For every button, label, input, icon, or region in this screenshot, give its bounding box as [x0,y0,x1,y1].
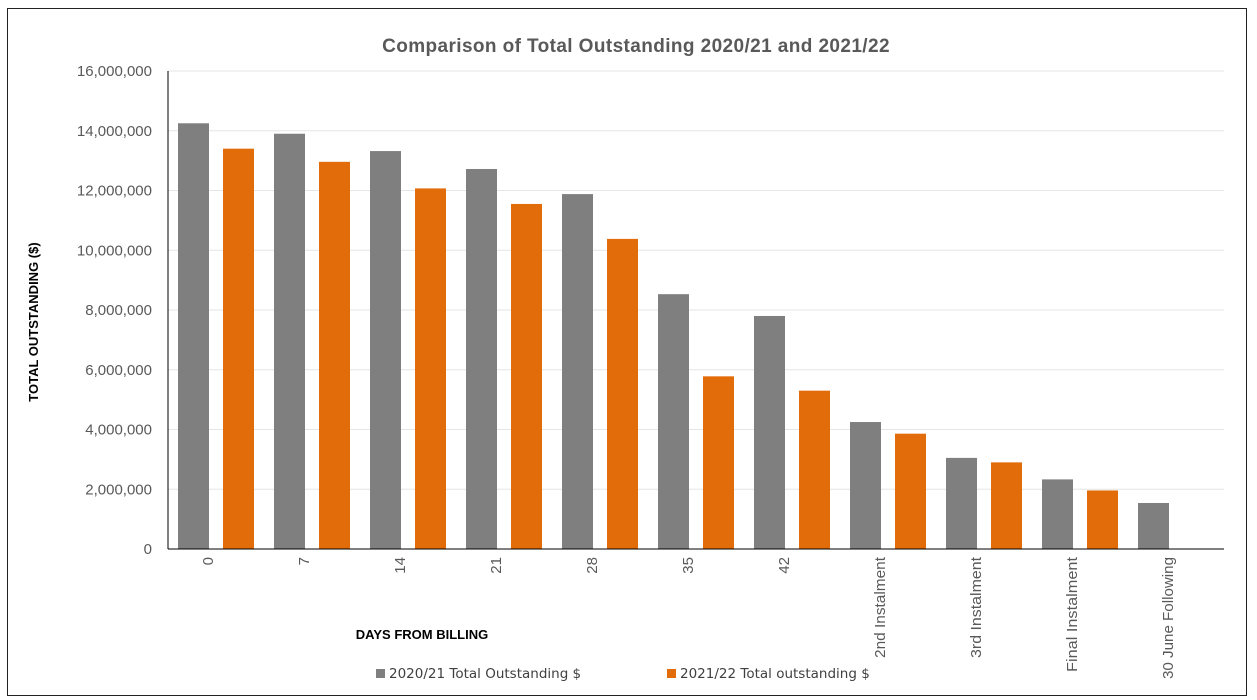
bar-series-2021-22 [607,238,638,549]
bar-series-2020-21 [1042,479,1073,549]
bar-series-2021-22 [799,390,830,549]
y-tick-label: 2,000,000 [85,481,152,498]
bar-chart: Comparison of Total Outstanding 2020/21 … [26,36,1224,682]
bar-series-2020-21 [178,123,209,549]
bar-series-2020-21 [946,457,977,549]
legend: 2020/21 Total Outstanding $ 2021/22 Total… [376,666,870,682]
x-tick-label: 28 [584,557,601,574]
y-tick-label: 14,000,000 [77,123,152,140]
legend-swatch [667,669,676,678]
y-tick-label: 12,000,000 [77,183,152,200]
bar-series-2020-21 [370,151,401,549]
y-axis-ticks: 0 2,000,000 4,000,000 6,000,000 8,000,000 10,… [77,63,152,558]
legend-label: 2021/22 Total outstanding $ [680,666,870,682]
x-tick-label: 7 [296,557,313,565]
x-tick-label: Final Instalment [1064,556,1081,672]
bar-series-2021-22 [895,433,926,549]
bar-series-2021-22 [511,203,542,549]
bar-series-2021-22 [991,462,1022,549]
y-axis-title: TOTAL OUTSTANDING ($) [26,242,41,401]
bar-series-2020-21 [274,133,305,550]
x-tick-label: 21 [488,557,505,574]
legend-swatch [376,669,385,678]
legend-label: 2020/21 Total Outstanding $ [389,666,581,682]
bar-series-2021-22 [319,161,350,549]
bar-series-2021-22 [1087,490,1118,549]
x-tick-label: 3rd Instalment [968,556,985,658]
x-axis-ticks: 0 7 14 21 28 35 42 2nd Instalment 3rd Instalment… [200,556,1177,679]
bar-series-2020-21 [466,168,497,550]
bar-series-2020-21 [754,315,785,549]
y-tick-label: 6,000,000 [85,362,152,379]
bar-series-2021-22 [223,148,254,550]
bar-series-2021-22 [415,188,446,549]
y-tick-label: 10,000,000 [77,242,152,259]
x-axis-title: DAYS FROM BILLING [356,627,488,642]
bar-series-2020-21 [562,194,593,549]
x-tick-label: 0 [200,557,217,565]
y-tick-label: 0 [144,541,152,558]
y-tick-label: 8,000,000 [85,302,152,319]
bar-series-2021-22 [703,376,734,549]
bar-series-2020-21 [1138,502,1169,549]
chart-title: Comparison of Total Outstanding 2020/21 … [382,36,890,57]
x-tick-label: 14 [392,557,409,574]
bars [178,123,1169,550]
bar-series-2020-21 [850,422,881,549]
x-tick-label: 30 June Following [1160,557,1177,679]
y-tick-label: 16,000,000 [77,63,152,80]
y-tick-label: 4,000,000 [85,422,152,439]
bar-series-2020-21 [658,294,689,549]
x-tick-label: 2nd Instalment [872,556,889,658]
x-tick-label: 42 [776,557,793,574]
x-tick-label: 35 [680,557,697,574]
chart-frame: Comparison of Total Outstanding 2020/21 … [7,8,1247,696]
